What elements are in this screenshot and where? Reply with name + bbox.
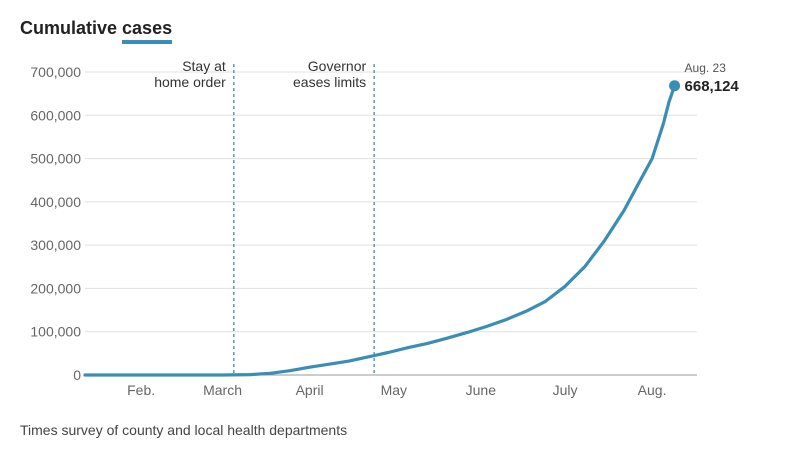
- chart-title-emphasis: cases: [122, 18, 173, 44]
- x-tick-label: Feb.: [127, 382, 155, 398]
- end-point: [669, 80, 681, 92]
- annotation-label: Stay at: [182, 58, 226, 74]
- series-line: [83, 84, 677, 377]
- end-value-label: 668,124: [685, 78, 740, 95]
- x-tick-label: May: [381, 382, 407, 398]
- annotation-label: Governor: [308, 58, 367, 74]
- source-note: Times survey of county and local health …: [20, 422, 348, 438]
- y-tick-label: 300,000: [30, 237, 81, 253]
- x-tick-label: March: [203, 382, 242, 398]
- line-chart: 0 100,000 200,000 300,000 400,000 500,000 600,…: [30, 58, 740, 398]
- y-tick-label: 100,000: [30, 324, 81, 340]
- y-tick-label: 0: [73, 367, 81, 383]
- y-tick-label: 600,000: [30, 107, 81, 123]
- chart-title: Cumulative cases: [20, 18, 173, 44]
- x-tick-label: June: [466, 382, 497, 398]
- y-tick-label: 700,000: [30, 64, 81, 80]
- end-date-label: Aug. 23: [685, 61, 727, 75]
- y-tick-label: 200,000: [30, 280, 81, 296]
- chart-title-prefix: Cumulative: [20, 18, 123, 38]
- x-tick-label: Aug.: [638, 382, 667, 398]
- annotation-label: home order: [154, 74, 226, 90]
- annotation-label: eases limits: [293, 74, 366, 90]
- y-tick-label: 400,000: [30, 194, 81, 210]
- y-tick-label: 500,000: [30, 151, 81, 167]
- x-tick-label: July: [553, 382, 578, 398]
- x-tick-label: April: [296, 382, 324, 398]
